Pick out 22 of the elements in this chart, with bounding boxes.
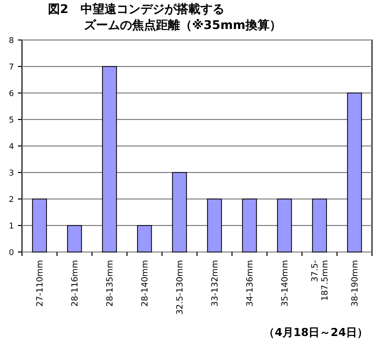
x-tick-label: 32.5-130mm — [176, 260, 186, 315]
x-tick-label: 28-135mm — [106, 260, 116, 307]
y-tick-label: 4 — [8, 142, 14, 151]
y-tick-label: 0 — [8, 248, 14, 257]
y-tick-label: 6 — [8, 89, 14, 98]
y-tick-label: 1 — [8, 222, 14, 230]
y-tick-label: 5 — [8, 116, 14, 124]
x-tick-label: 35-140mm — [280, 260, 290, 307]
x-tick-label: 37.5- 187.5mm — [310, 260, 330, 301]
x-tick-label: 34-136mm — [246, 260, 256, 307]
x-tick-label: 27-110mm — [36, 260, 46, 307]
chart-title: 図2 中望遠コンデジが搭載する — [48, 2, 224, 16]
y-tick-label: 2 — [8, 195, 14, 204]
text: （4月18日～24日） — [264, 326, 368, 339]
y-tick-label: 3 — [8, 168, 14, 178]
chart-subtitle: ズームの焦点距離（※35mm換算） — [84, 18, 282, 32]
x-tick-label: 33-132mm — [210, 260, 220, 307]
x-tick-label: 28-140mm — [140, 260, 150, 307]
x-tick-label: 38-190mm — [350, 260, 360, 307]
y-tick-label: 8 — [8, 36, 14, 45]
x-tick-label: 28-116mm — [70, 260, 80, 307]
y-tick-label: 7 — [8, 62, 14, 72]
